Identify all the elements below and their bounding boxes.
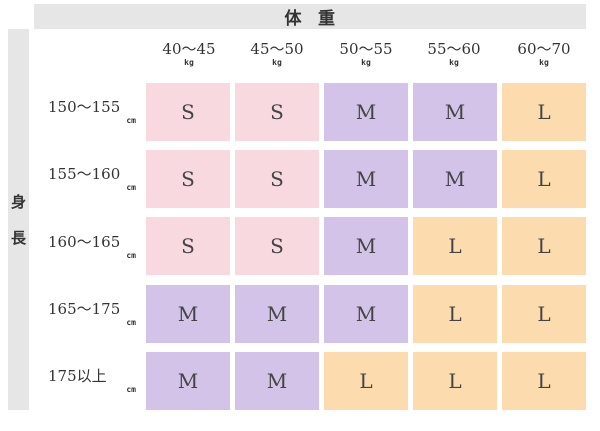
size-cell: M xyxy=(324,217,408,275)
weight-unit: kg xyxy=(449,58,459,67)
weight-column-header: 55～60 kg xyxy=(415,40,493,68)
weight-column-header: 45～50 kg xyxy=(238,40,316,68)
size-cell: M xyxy=(324,285,408,343)
height-unit: cm xyxy=(126,183,136,192)
height-row-header: 150～155 cm xyxy=(42,98,138,126)
weight-header: 体 重 xyxy=(34,4,586,29)
size-cell: L xyxy=(502,217,586,275)
weight-header-char-1: 体 xyxy=(284,9,302,29)
size-cell: M xyxy=(413,150,497,208)
height-range: 175以上 xyxy=(48,367,107,385)
size-cell: S xyxy=(235,150,319,208)
height-range: 160～165 xyxy=(48,233,121,251)
weight-column-header: 40～45 kg xyxy=(150,40,228,68)
size-cell: L xyxy=(413,352,497,410)
height-header-char-2: 長 xyxy=(10,228,26,247)
weight-unit: kg xyxy=(272,58,282,67)
height-row-header: 155～160 cm xyxy=(42,165,138,193)
size-cell: S xyxy=(146,83,230,141)
size-cell: M xyxy=(324,83,408,141)
weight-range: 55～60 xyxy=(427,40,481,58)
size-cell: L xyxy=(413,217,497,275)
size-cell: M xyxy=(146,285,230,343)
height-header-char-1: 身 xyxy=(10,192,26,211)
height-range: 165～175 xyxy=(48,300,121,318)
height-row-header: 165～175 cm xyxy=(42,300,138,328)
size-cell: L xyxy=(502,352,586,410)
size-cell: M xyxy=(235,352,319,410)
height-unit: cm xyxy=(126,116,136,125)
size-cell: M xyxy=(235,285,319,343)
height-row-header: 175以上 cm xyxy=(42,367,138,395)
size-cell: L xyxy=(324,352,408,410)
weight-unit: kg xyxy=(539,58,549,67)
weight-header-char-2: 重 xyxy=(318,9,336,29)
size-cell: S xyxy=(146,150,230,208)
weight-range: 50～55 xyxy=(339,40,393,58)
size-cell: M xyxy=(324,150,408,208)
size-cell: M xyxy=(413,83,497,141)
weight-range: 60～70 xyxy=(517,40,571,58)
size-cell: L xyxy=(502,150,586,208)
weight-range: 45～50 xyxy=(250,40,304,58)
size-cell: M xyxy=(146,352,230,410)
weight-column-header: 50～55 kg xyxy=(327,40,405,68)
size-cell: S xyxy=(146,217,230,275)
height-unit: cm xyxy=(126,318,136,327)
size-cell: L xyxy=(502,83,586,141)
weight-unit: kg xyxy=(184,58,194,67)
height-unit: cm xyxy=(126,251,136,260)
size-cell: S xyxy=(235,217,319,275)
height-range: 155～160 xyxy=(48,165,121,183)
weight-column-header: 60～70 kg xyxy=(505,40,583,68)
size-cell: L xyxy=(413,285,497,343)
weight-range: 40～45 xyxy=(162,40,216,58)
height-unit: cm xyxy=(126,385,136,394)
size-cell: S xyxy=(235,83,319,141)
size-cell: L xyxy=(502,285,586,343)
height-header: 身 長 xyxy=(8,29,29,410)
weight-unit: kg xyxy=(361,58,371,67)
height-range: 150～155 xyxy=(48,98,121,116)
height-row-header: 160～165 cm xyxy=(42,233,138,261)
